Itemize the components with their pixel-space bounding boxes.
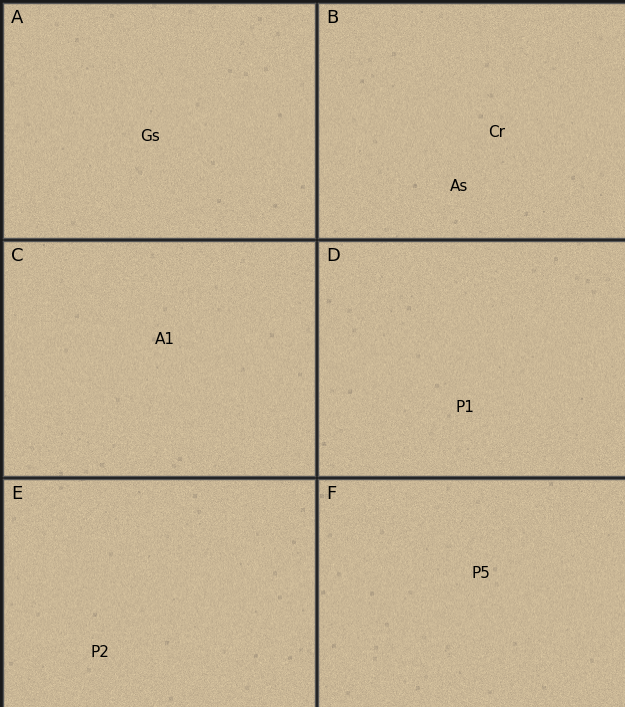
Text: Gs: Gs: [140, 129, 159, 144]
Text: As: As: [449, 179, 468, 194]
Text: P5: P5: [471, 566, 490, 581]
Text: A1: A1: [155, 332, 175, 347]
Text: A: A: [11, 9, 23, 27]
Text: D: D: [326, 247, 340, 265]
Text: Cr: Cr: [488, 124, 505, 140]
Text: F: F: [326, 485, 336, 503]
Text: P1: P1: [456, 400, 474, 415]
Text: B: B: [326, 9, 338, 27]
Text: P2: P2: [90, 645, 109, 660]
Text: E: E: [11, 485, 22, 503]
Text: C: C: [11, 247, 23, 265]
